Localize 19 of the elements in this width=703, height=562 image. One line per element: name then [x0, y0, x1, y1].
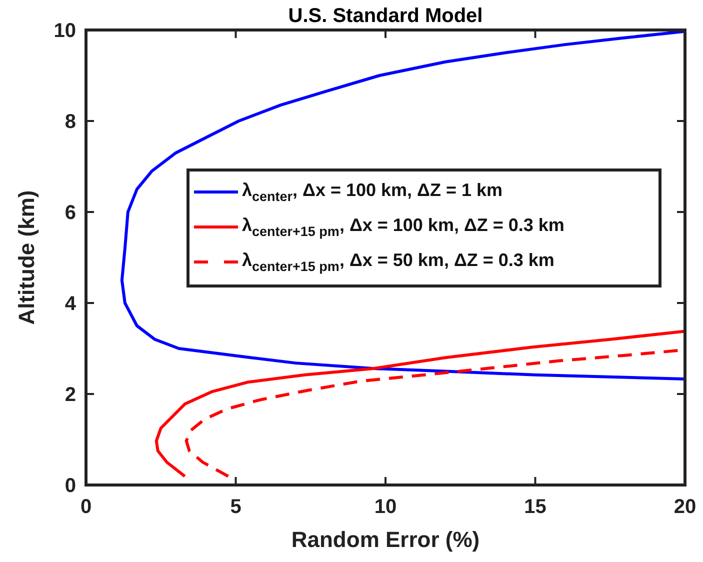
x-tick-label: 5: [230, 496, 242, 518]
y-tick-label: 4: [64, 293, 77, 315]
x-tick-label: 20: [674, 496, 696, 518]
x-tick-label: 10: [374, 496, 397, 518]
line-series: [120, 30, 685, 380]
chart-title: U.S. Standard Model: [288, 5, 483, 27]
x-axis-title: Random Error (%): [291, 527, 480, 552]
line-series: [154, 330, 685, 478]
y-tick-label: 10: [54, 20, 76, 42]
x-tick-label: 15: [524, 496, 546, 518]
y-axis-title: Altitude (km): [14, 190, 39, 325]
y-tick-label: 6: [64, 202, 76, 224]
y-tick-label: 2: [64, 384, 76, 406]
y-tick-label: 0: [64, 475, 76, 497]
y-tick-label: 8: [64, 111, 76, 133]
x-tick-label: 0: [80, 496, 92, 518]
legend-label: λ$_{center+15 pm}$, Δx = 50 km, ΔZ = 0.3 km: [242, 250, 554, 274]
legend-label: λ$_{center+15 pm}$, Δx = 100 km, ΔZ = 0.3 km: [242, 215, 564, 239]
legend-label: λ$_{center}$, Δx = 100 km, ΔZ = 1 km: [242, 180, 503, 204]
